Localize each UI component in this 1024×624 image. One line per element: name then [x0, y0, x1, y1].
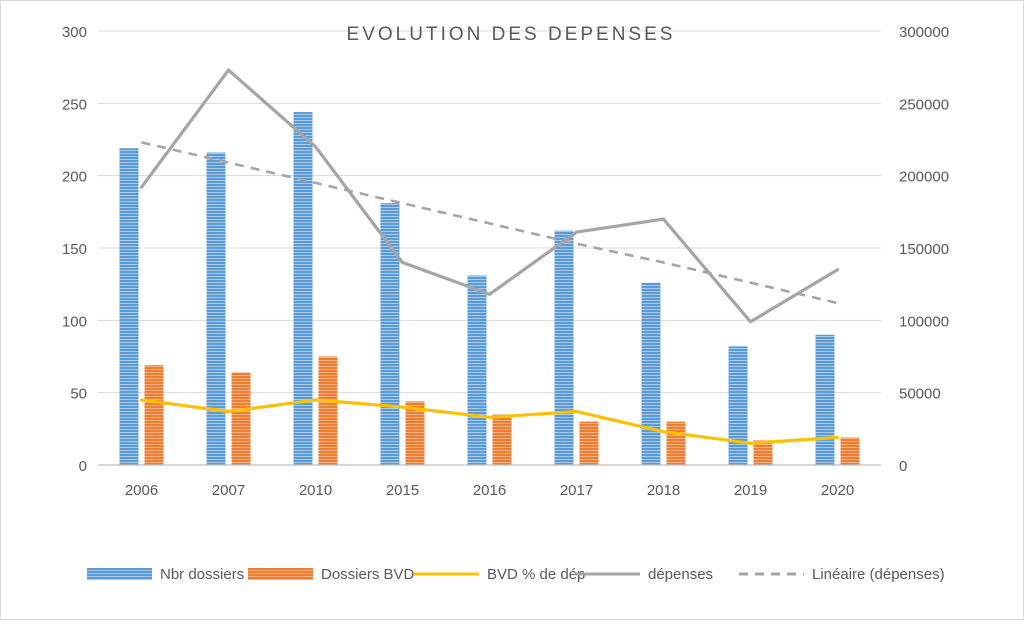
- x-tick-label: 2006: [125, 482, 158, 499]
- y-right-tick-label: 150000: [899, 241, 949, 258]
- legend-swatch-nbr-dossiers: [87, 568, 152, 580]
- line-d-penses: [139, 68, 840, 324]
- bar-nbr-dossiers: [728, 346, 748, 465]
- legend-label-dossiers-bvd: Dossiers BVD: [321, 566, 415, 583]
- bar-dossiers-bvd: [840, 437, 860, 465]
- x-tick-label: 2018: [647, 482, 680, 499]
- y-left-tick-label: 50: [70, 386, 87, 403]
- y-right-tick-label: 100000: [899, 313, 949, 330]
- legend-swatch-dossiers-bvd: [248, 568, 313, 580]
- bars: [119, 112, 860, 466]
- x-tick-label: 2007: [212, 482, 245, 499]
- bar-nbr-dossiers: [467, 275, 487, 465]
- x-tick-label: 2017: [560, 482, 593, 499]
- legend-label-nbr-dossiers: Nbr dossiers: [160, 566, 244, 583]
- axes: 0 0 50 50000 100 100000 150 150000 200 200000 250 2…: [62, 24, 949, 499]
- y-right-tick-label: 0: [899, 458, 907, 475]
- bar-dossiers-bvd: [492, 414, 512, 465]
- bar-dossiers-bvd: [144, 365, 164, 465]
- x-tick-label: 2019: [734, 482, 767, 499]
- legend-label-bvd-de-d-p: BVD % de dép: [487, 566, 585, 583]
- legend: Nbr dossiers Dossiers BVD BVD % de dép dépe…: [87, 566, 945, 583]
- bar-nbr-dossiers: [206, 152, 226, 465]
- bar-nbr-dossiers: [119, 148, 139, 465]
- chart-title: EVOLUTION DES DEPENSES: [347, 24, 676, 45]
- bar-nbr-dossiers: [815, 334, 835, 465]
- x-tick-label: 2016: [473, 482, 506, 499]
- legend-label-d-penses: dépenses: [648, 566, 713, 583]
- lines: [139, 68, 840, 445]
- bar-dossiers-bvd: [666, 421, 686, 465]
- x-tick-label: 2010: [299, 482, 332, 499]
- line-bvd-de-d-p: [139, 398, 840, 445]
- bar-dossiers-bvd: [405, 401, 425, 465]
- x-tick-label: 2015: [386, 482, 419, 499]
- bar-dossiers-bvd: [753, 440, 773, 465]
- bar-nbr-dossiers: [554, 230, 574, 465]
- line-lin-aire-d-penses-: [141, 141, 838, 305]
- gridlines: [98, 30, 881, 394]
- legend-label-lin-aire-d-penses-: Linéaire (dépenses): [812, 566, 945, 583]
- y-left-tick-label: 150: [62, 241, 87, 258]
- y-left-tick-label: 100: [62, 313, 87, 330]
- y-left-tick-label: 200: [62, 169, 87, 186]
- bar-nbr-dossiers: [380, 203, 400, 466]
- y-right-tick-label: 300000: [899, 24, 949, 41]
- bar-dossiers-bvd: [579, 421, 599, 465]
- bar-dossiers-bvd: [318, 356, 338, 465]
- bar-nbr-dossiers: [641, 282, 661, 465]
- y-right-tick-label: 250000: [899, 96, 949, 113]
- y-right-tick-label: 50000: [899, 386, 941, 403]
- bar-dossiers-bvd: [231, 372, 251, 465]
- y-left-tick-label: 0: [79, 458, 87, 475]
- y-right-tick-label: 200000: [899, 169, 949, 186]
- bar-nbr-dossiers: [293, 112, 313, 465]
- x-tick-label: 2020: [821, 482, 854, 499]
- y-left-tick-label: 250: [62, 96, 87, 113]
- y-left-tick-label: 300: [62, 24, 87, 41]
